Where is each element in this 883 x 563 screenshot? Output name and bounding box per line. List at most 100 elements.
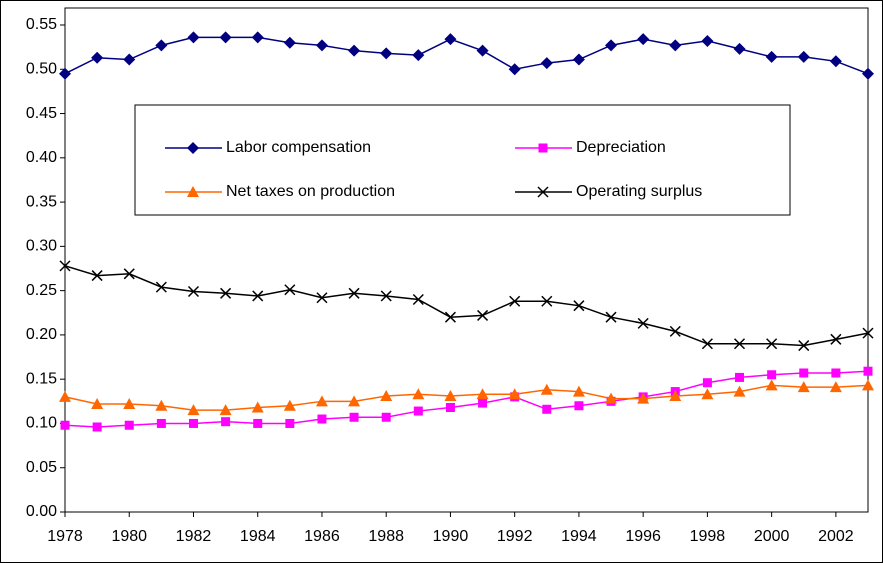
marker	[572, 53, 585, 66]
y-tick-label: 0.05	[26, 459, 57, 476]
marker	[508, 63, 521, 76]
marker	[733, 338, 746, 350]
marker	[380, 290, 392, 302]
marker	[156, 418, 166, 428]
series-line	[64, 370, 869, 428]
y-tick-label: 0.20	[26, 326, 57, 343]
marker	[59, 390, 71, 402]
marker	[60, 420, 70, 430]
marker	[284, 284, 296, 296]
marker	[348, 44, 361, 57]
marker	[798, 340, 810, 352]
marker	[538, 143, 548, 153]
marker	[92, 422, 102, 432]
marker	[91, 51, 104, 64]
marker	[413, 406, 423, 416]
x-tick-label: 1996	[625, 528, 661, 545]
marker	[799, 368, 809, 378]
marker	[830, 333, 842, 345]
marker	[637, 392, 650, 404]
marker	[574, 401, 584, 411]
y-tick-label: 0.10	[26, 415, 57, 432]
marker	[187, 285, 200, 298]
marker	[444, 311, 456, 323]
marker	[380, 47, 393, 60]
marker	[701, 388, 714, 400]
marker	[605, 39, 618, 52]
y-tick-label: 0.25	[26, 282, 57, 299]
marker	[348, 395, 361, 407]
y-tick-label: 0.15	[26, 370, 57, 387]
marker	[767, 370, 777, 380]
marker	[253, 418, 263, 428]
marker	[508, 388, 521, 400]
marker	[251, 401, 264, 413]
y-tick-label: 0.30	[26, 238, 57, 255]
marker	[123, 397, 136, 409]
marker	[862, 327, 874, 339]
marker	[315, 39, 328, 52]
marker	[187, 186, 199, 197]
x-tick-label: 1988	[368, 528, 404, 545]
marker	[605, 392, 618, 404]
legend-box	[134, 104, 791, 216]
marker	[155, 39, 168, 52]
marker	[123, 268, 135, 280]
legend-label: Labor compensation	[226, 139, 371, 156]
marker	[380, 390, 393, 402]
marker	[412, 49, 425, 62]
x-tick-label: 2002	[818, 528, 854, 545]
y-tick-label: 0.35	[26, 193, 57, 210]
marker	[831, 368, 841, 378]
marker	[283, 399, 296, 411]
x-tick-label: 2000	[754, 528, 790, 545]
marker	[765, 379, 778, 391]
x-tick-label: 1986	[304, 528, 340, 545]
y-tick-label: 0.00	[26, 503, 57, 520]
y-tick-label: 0.55	[26, 16, 57, 33]
plot-frame	[64, 7, 869, 513]
marker	[669, 390, 682, 402]
marker	[124, 420, 134, 430]
marker	[863, 366, 873, 376]
x-tick-label: 1992	[497, 528, 533, 545]
marker	[862, 379, 874, 391]
marker	[701, 338, 713, 350]
marker	[187, 142, 199, 154]
y-tick-label: 0.40	[26, 149, 57, 166]
marker	[669, 39, 682, 52]
marker	[91, 270, 103, 282]
marker	[220, 287, 232, 299]
marker	[252, 290, 264, 302]
marker	[542, 404, 552, 414]
marker	[478, 398, 488, 408]
marker	[669, 325, 681, 337]
marker	[221, 417, 231, 427]
marker	[59, 260, 71, 272]
marker	[91, 397, 104, 409]
marker	[315, 395, 328, 407]
marker	[251, 31, 264, 44]
marker	[317, 414, 327, 424]
legend-label: Operating surplus	[576, 183, 702, 200]
marker	[285, 418, 295, 428]
marker	[188, 418, 198, 428]
y-tick-label: 0.45	[26, 105, 57, 122]
series-line	[64, 384, 869, 411]
x-tick-label: 1982	[176, 528, 212, 545]
marker	[733, 385, 746, 397]
marker	[702, 378, 712, 388]
marker	[573, 300, 585, 312]
x-tick-label: 1998	[690, 528, 726, 545]
marker	[187, 404, 200, 416]
marker	[509, 295, 521, 307]
marker	[829, 55, 842, 68]
x-tick-label: 1994	[561, 528, 597, 545]
series-line	[64, 265, 869, 347]
marker	[540, 383, 553, 395]
marker	[381, 412, 391, 422]
x-tick-label: 1990	[433, 528, 469, 545]
marker	[412, 293, 424, 306]
